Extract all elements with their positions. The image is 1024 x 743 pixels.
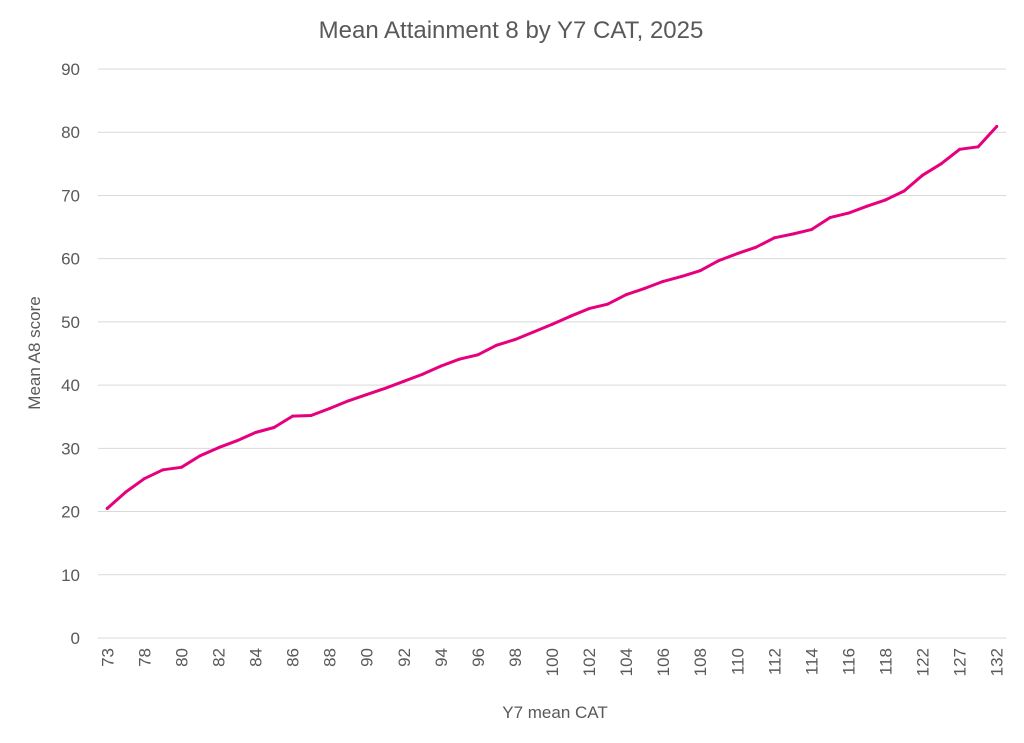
x-tick-label: 108: [691, 648, 710, 676]
data-point: [476, 353, 480, 357]
x-tick-label: 78: [135, 648, 154, 667]
x-tick-label: 118: [877, 648, 896, 675]
data-point: [198, 454, 202, 458]
data-point: [550, 322, 554, 326]
x-tick-label: 102: [580, 648, 599, 676]
y-tick-label: 30: [61, 439, 80, 458]
x-tick-label: 132: [988, 648, 1007, 676]
y-axis-ticks: 0 10 20 30 40 50 60 70 80 90: [61, 60, 80, 648]
data-point: [828, 216, 832, 220]
x-tick-label: 98: [506, 648, 525, 667]
data-point: [569, 314, 573, 318]
x-axis-ticks: 73 78 80 82 84 86 88 90 92 94 96 98 100 102 104 106 108 1…: [98, 648, 1006, 676]
x-tick-label: 127: [951, 648, 970, 676]
x-tick-label: 112: [765, 648, 784, 675]
data-point: [958, 147, 962, 151]
data-point: [494, 343, 498, 347]
x-tick-label: 90: [358, 648, 377, 667]
y-tick-label: 10: [61, 566, 80, 585]
data-point: [142, 477, 146, 481]
data-point: [772, 236, 776, 240]
data-point: [179, 465, 183, 469]
series-group: [105, 125, 999, 510]
data-point: [606, 302, 610, 306]
x-tick-label: 73: [98, 648, 117, 667]
data-point: [717, 259, 721, 263]
data-point: [865, 204, 869, 208]
data-point: [680, 274, 684, 278]
x-tick-label: 88: [321, 648, 340, 667]
x-tick-label: 100: [543, 648, 562, 676]
x-tick-label: 116: [839, 648, 858, 675]
x-tick-label: 84: [247, 648, 266, 667]
x-tick-label: 110: [728, 648, 747, 675]
data-point: [809, 228, 813, 232]
x-tick-label: 94: [432, 648, 451, 667]
data-point: [939, 162, 943, 166]
data-point: [254, 431, 258, 435]
data-point: [513, 338, 517, 342]
y-axis-label: Mean A8 score: [25, 296, 44, 409]
y-tick-label: 50: [61, 313, 80, 332]
data-point: [346, 399, 350, 403]
series-line: [105, 125, 999, 510]
data-point: [105, 506, 109, 510]
data-point: [643, 286, 647, 290]
data-point: [624, 293, 628, 297]
data-point: [754, 245, 758, 249]
data-point: [791, 232, 795, 236]
data-point: [235, 439, 239, 443]
data-point: [587, 307, 591, 311]
y-tick-label: 60: [61, 250, 80, 269]
x-tick-label: 122: [914, 648, 933, 676]
data-point: [420, 372, 424, 376]
x-tick-label: 86: [284, 648, 303, 667]
data-point: [902, 189, 906, 193]
data-point: [124, 490, 128, 494]
gridlines: [98, 68, 1006, 639]
y-tick-label: 0: [71, 629, 80, 648]
x-tick-label: 92: [395, 648, 414, 667]
data-point: [531, 330, 535, 334]
data-point: [846, 211, 850, 215]
data-point: [698, 269, 702, 273]
y-tick-label: 70: [61, 186, 80, 205]
x-tick-label: 114: [802, 648, 821, 675]
y-tick-label: 20: [61, 503, 80, 522]
x-tick-label: 104: [617, 648, 636, 676]
data-point: [291, 414, 295, 418]
data-point: [272, 425, 276, 429]
x-tick-label: 82: [209, 648, 228, 667]
data-point: [383, 386, 387, 390]
x-tick-label: 96: [469, 648, 488, 667]
data-point: [735, 252, 739, 256]
data-point: [884, 198, 888, 202]
y-tick-label: 80: [61, 123, 80, 142]
chart-title: Mean Attainment 8 by Y7 CAT, 2025: [319, 17, 704, 44]
data-point: [976, 145, 980, 149]
data-point: [402, 379, 406, 383]
x-tick-label: 80: [172, 648, 191, 667]
data-point: [921, 173, 925, 177]
data-point: [216, 446, 220, 450]
x-axis-label: Y7 mean CAT: [502, 703, 608, 722]
data-point: [161, 468, 165, 472]
y-tick-label: 90: [61, 60, 80, 79]
data-point: [309, 413, 313, 417]
data-point: [328, 407, 332, 411]
data-point: [365, 393, 369, 397]
data-point: [457, 357, 461, 361]
data-point: [995, 125, 999, 129]
data-point: [661, 279, 665, 283]
data-point: [439, 364, 443, 368]
y-tick-label: 40: [61, 376, 80, 395]
x-tick-label: 106: [654, 648, 673, 676]
